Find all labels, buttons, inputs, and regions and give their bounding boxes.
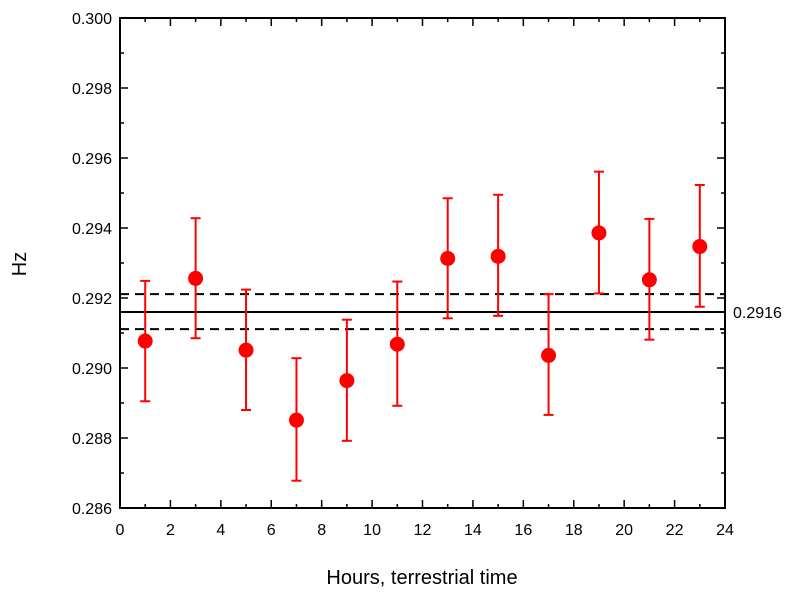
data-point — [288, 412, 304, 428]
y-axis-title: Hz — [9, 252, 31, 276]
x-tick-label: 24 — [716, 522, 734, 539]
data-point — [339, 373, 355, 389]
x-tick-label: 0 — [116, 522, 125, 539]
x-tick-label: 12 — [414, 522, 432, 539]
y-tick-label: 0.286 — [72, 501, 112, 518]
data-point — [490, 248, 506, 264]
data-point — [440, 250, 456, 266]
y-tick-label: 0.298 — [72, 81, 112, 98]
y-tick-label: 0.292 — [72, 291, 112, 308]
x-tick-label: 22 — [666, 522, 684, 539]
x-tick-label: 16 — [514, 522, 532, 539]
data-point — [692, 239, 708, 255]
x-tick-label: 20 — [615, 522, 633, 539]
x-tick-label: 8 — [317, 522, 326, 539]
data-point — [641, 272, 657, 288]
y-tick-label: 0.290 — [72, 361, 112, 378]
x-axis-title: Hours, terrestrial time — [326, 567, 517, 589]
y-tick-label: 0.294 — [72, 221, 112, 238]
data-point — [238, 342, 254, 358]
x-tick-label: 2 — [166, 522, 175, 539]
data-point — [389, 336, 405, 352]
y-tick-label: 0.288 — [72, 431, 112, 448]
data-point — [137, 333, 153, 349]
reference-line-label: 0.2916 — [733, 305, 782, 322]
x-tick-label: 18 — [565, 522, 583, 539]
x-tick-label: 4 — [216, 522, 225, 539]
x-tick-label: 6 — [267, 522, 276, 539]
plot-frame — [119, 17, 726, 509]
data-point — [541, 347, 557, 363]
data-point — [188, 270, 204, 286]
data-point — [591, 225, 607, 241]
y-tick-label: 0.296 — [72, 151, 112, 168]
x-tick-label: 10 — [363, 522, 381, 539]
y-tick-label: 0.300 — [72, 11, 112, 28]
x-tick-label: 14 — [464, 522, 482, 539]
